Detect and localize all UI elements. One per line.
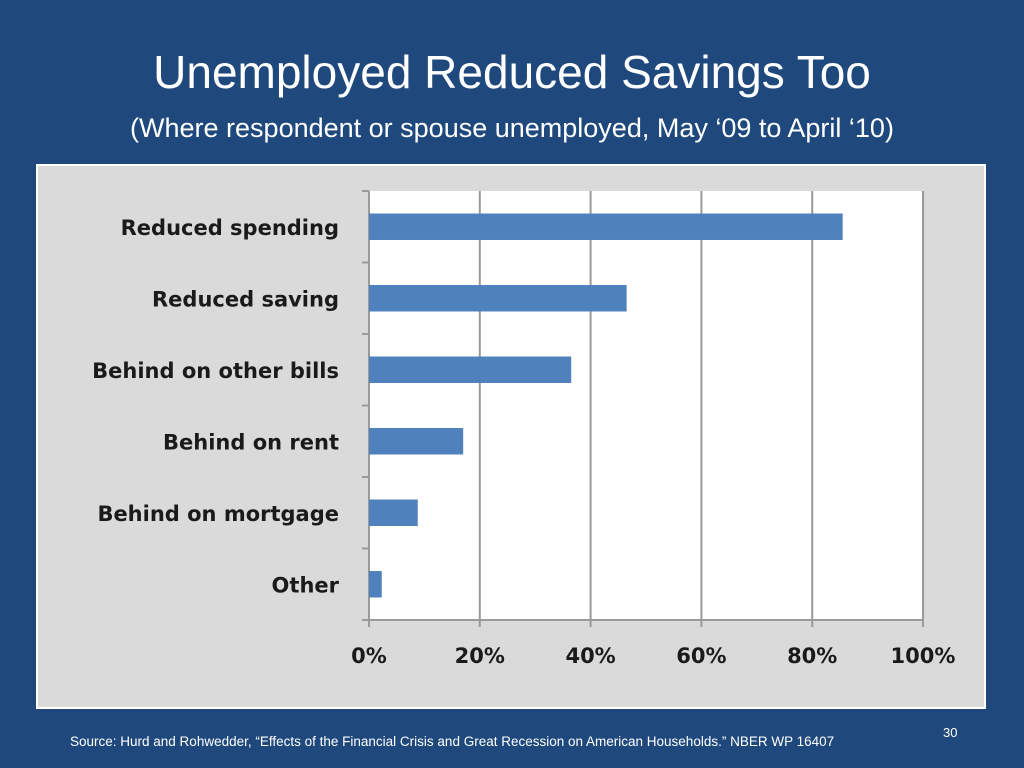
chart-frame: 0% 20% 40% 60% 80% 100% Reduced spending Reduce… (36, 164, 986, 709)
x-tick-label: 60% (676, 644, 726, 668)
bar (369, 213, 843, 240)
x-tick-label: 0% (351, 644, 387, 668)
x-tick-label: 100% (891, 644, 956, 668)
x-tick-label: 20% (455, 644, 505, 668)
category-label: Reduced spending (121, 216, 339, 240)
x-tick-label: 40% (565, 644, 615, 668)
bar (369, 356, 572, 383)
category-label: Behind on rent (163, 430, 339, 454)
category-label: Reduced saving (152, 287, 339, 311)
x-tick-label: 80% (787, 644, 837, 668)
bar (369, 499, 418, 526)
bar-chart: 0% 20% 40% 60% 80% 100% Reduced spending Reduce… (92, 190, 956, 668)
source-citation: Source: Hurd and Rohwedder, “Effects of … (70, 734, 835, 749)
category-label: Behind on mortgage (97, 502, 339, 526)
category-label: Other (272, 573, 340, 597)
bar (369, 285, 627, 312)
plot-area (369, 191, 923, 620)
slide-title: Unemployed Reduced Savings Too (153, 46, 871, 98)
page-number: 30 (943, 725, 958, 740)
category-label: Behind on other bills (92, 359, 339, 383)
slide-subtitle: (Where respondent or spouse unemployed, … (130, 113, 894, 143)
bar (369, 428, 464, 455)
bar (369, 571, 382, 598)
